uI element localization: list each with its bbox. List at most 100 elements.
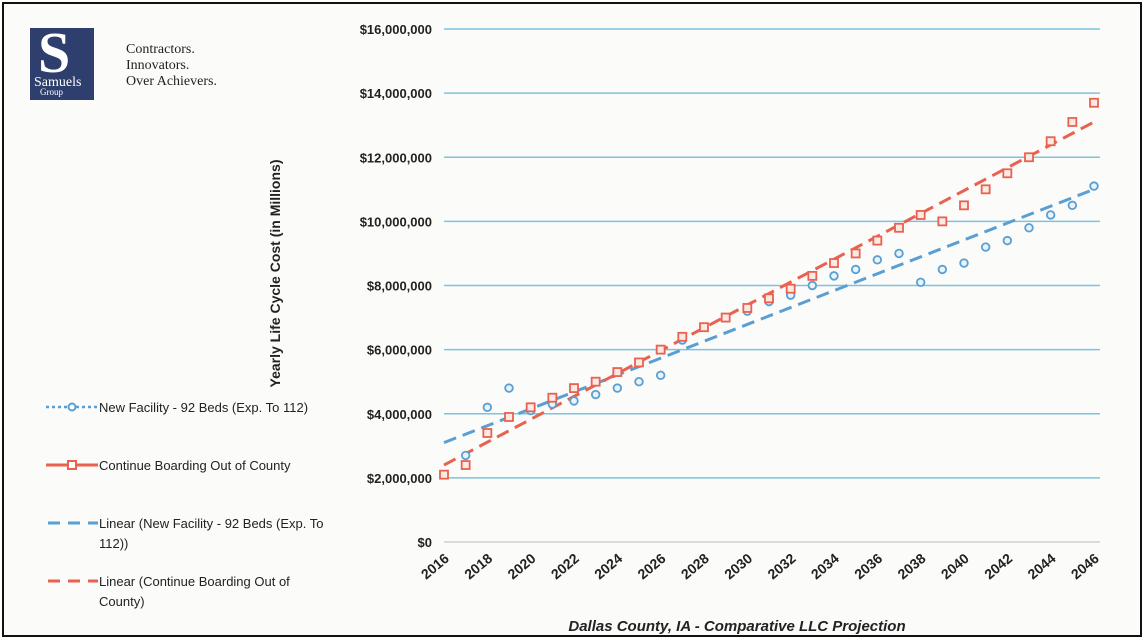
data-point-new-facility [590, 389, 601, 400]
trendline [443, 187, 1095, 445]
data-point-boarding [872, 235, 883, 246]
data-point-new-facility [569, 396, 579, 406]
data-point-new-facility [1045, 210, 1056, 220]
data-point-boarding [1002, 168, 1013, 179]
logo-group: Group [40, 87, 63, 97]
data-point-boarding [764, 293, 774, 304]
data-point-boarding [504, 412, 514, 422]
legend-item-new-facility: New Facility - 92 Beds (Exp. To 112) [44, 398, 334, 456]
x-tick-label: 2016 [418, 550, 452, 582]
legend-label: Continue Boarding Out of County [99, 458, 291, 473]
data-point-boarding [699, 322, 709, 333]
data-point-boarding [677, 331, 688, 342]
data-point-boarding [1089, 97, 1099, 108]
legend-label: Linear (Continue Boarding Out of County) [99, 574, 290, 609]
y-tick-label: $2,000,000 [367, 471, 432, 486]
data-point-new-facility [1002, 235, 1013, 246]
legend-label: Linear (New Facility - 92 Beds (Exp. To … [99, 516, 324, 551]
chart-title-area: Dallas County, IA - Comparative LLC Proj… [568, 618, 905, 635]
x-tick-label: 2018 [461, 550, 495, 582]
x-tick-label: 2026 [634, 550, 668, 582]
data-point-boarding [915, 210, 926, 220]
tagline-line: Innovators. [126, 58, 190, 73]
legend-symbol-red-solid [46, 460, 98, 470]
data-point-new-facility [915, 277, 926, 287]
x-tick-label: 2020 [504, 550, 538, 582]
x-tick-label: 2024 [591, 550, 625, 582]
legend-symbol-red-dashed [48, 579, 98, 583]
data-point-boarding [829, 258, 839, 268]
data-point-new-facility [612, 383, 623, 393]
y-tick-label: $12,000,000 [360, 150, 432, 165]
legend-label: New Facility - 92 Beds (Exp. To 112) [99, 400, 309, 415]
data-point-boarding [612, 367, 623, 377]
chart-plot: $0 $2,000,000 $4,000,000 $6,000,000 $8,000,0… [267, 22, 1102, 582]
x-tick-label: 2046 [1068, 550, 1102, 582]
tagline-line: Over Achievers. [126, 74, 217, 89]
data-point-boarding [1045, 136, 1056, 147]
data-point-new-facility [959, 258, 969, 268]
data-point-new-facility [894, 248, 904, 259]
data-point-boarding [980, 184, 991, 195]
data-point-boarding [460, 460, 471, 470]
legend-item-boarding: Continue Boarding Out of County [44, 456, 334, 514]
x-tick-label: 2030 [721, 550, 755, 582]
data-point-boarding [850, 248, 861, 259]
y-tick-label: $16,000,000 [360, 22, 432, 37]
tagline-line: Contractors. [126, 42, 195, 57]
data-point-new-facility [850, 264, 861, 275]
x-tick-label: 2032 [764, 550, 798, 582]
legend-item-linear-new-facility: Linear (New Facility - 92 Beds (Exp. To … [44, 514, 334, 572]
legend: New Facility - 92 Beds (Exp. To 112) Con… [44, 398, 334, 630]
data-point-boarding [525, 402, 536, 413]
data-point-boarding [655, 344, 666, 355]
chart-title: Dallas County, IA - Comparative LLC Proj… [568, 618, 905, 635]
data-point-boarding [634, 357, 644, 368]
logo-name: Samuels [34, 75, 82, 90]
data-point-boarding [439, 469, 449, 480]
data-point-new-facility [807, 280, 818, 291]
x-tick-label: 2022 [548, 550, 582, 582]
data-point-boarding [720, 312, 731, 323]
data-point-boarding [547, 392, 558, 403]
data-point-boarding [894, 222, 904, 233]
data-point-new-facility [872, 255, 883, 265]
data-point-boarding [937, 216, 948, 227]
data-point-boarding [742, 303, 753, 313]
x-tick-label: 2034 [808, 550, 842, 582]
legend-symbol-blue-dashed [48, 521, 98, 525]
data-point-new-facility [482, 402, 493, 413]
data-point-new-facility [1024, 223, 1034, 233]
data-point-new-facility [504, 383, 514, 393]
y-tick-label: $8,000,000 [367, 279, 432, 294]
x-tick-label: 2038 [894, 550, 928, 582]
x-tick-label: 2036 [851, 550, 885, 582]
y-tick-label: $4,000,000 [367, 407, 432, 422]
data-point-boarding [1024, 152, 1034, 163]
data-point-boarding [590, 376, 601, 387]
x-tick-label: 2042 [981, 550, 1015, 582]
data-point-new-facility [829, 271, 839, 281]
y-axis-label: Yearly Life Cycle Cost (in Millions) [267, 160, 283, 388]
data-point-new-facility [1089, 181, 1099, 191]
x-tick-label: 2044 [1024, 550, 1058, 582]
logo-letter: S [38, 20, 71, 85]
data-point-new-facility [460, 450, 471, 461]
legend-symbol-blue-dotted [46, 402, 98, 412]
tagline: Contractors. Innovators. Over Achievers. [126, 42, 217, 90]
data-point-boarding [807, 270, 818, 281]
data-point-new-facility [634, 376, 644, 387]
data-point-boarding [959, 200, 969, 211]
logo-box [30, 28, 94, 100]
y-tick-label: $0 [418, 535, 432, 550]
data-point-new-facility [937, 264, 948, 275]
y-tick-label: $14,000,000 [360, 86, 432, 101]
data-point-boarding [482, 428, 493, 438]
data-point-new-facility [980, 242, 991, 252]
y-tick-label: $6,000,000 [367, 343, 432, 358]
y-tick-label: $10,000,000 [360, 214, 432, 229]
data-point-new-facility [655, 370, 666, 380]
data-point-boarding [1067, 117, 1078, 127]
data-point-boarding [569, 383, 579, 394]
